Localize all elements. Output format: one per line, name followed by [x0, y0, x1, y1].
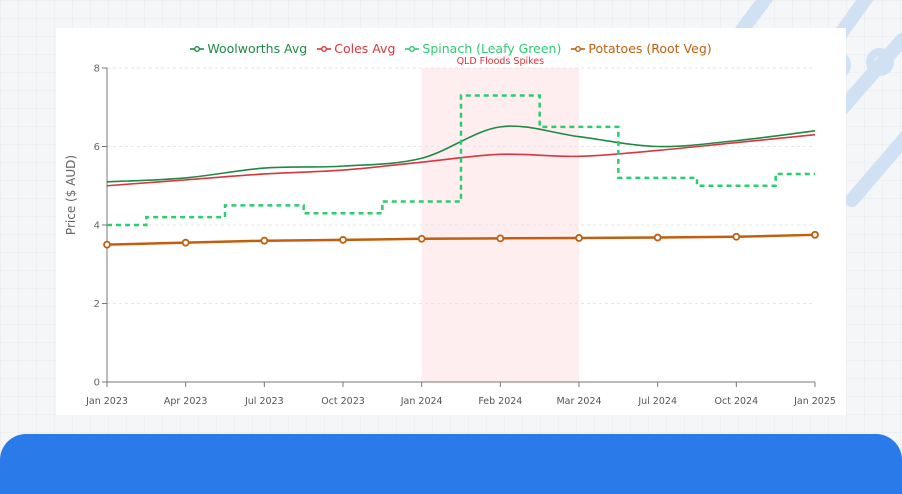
legend-item-woolworths-avg[interactable]: Woolworths Avg: [190, 40, 307, 58]
legend-item-potatoes-root-veg[interactable]: Potatoes (Root Veg): [571, 40, 712, 58]
x-tick-label: Jan 2023: [85, 396, 128, 407]
line-chart: QLD Floods Spikes 0 2 4 6 8 Price ($ AUD) Jan 2…: [64, 56, 836, 407]
series-spinach-leafy-green[interactable]: [107, 94, 815, 227]
y-axis-label: Price ($ AUD): [64, 155, 78, 235]
legend-marker-icon: [317, 46, 332, 52]
x-tick-label: Oct 2023: [321, 396, 365, 407]
x-tick-label: Feb 2024: [478, 396, 522, 407]
data-point-marker[interactable]: [811, 230, 819, 239]
data-point-marker[interactable]: [181, 238, 190, 247]
data-point-marker[interactable]: [732, 232, 741, 241]
x-tick-label: Mar 2024: [556, 396, 601, 407]
y-tick-label: 6: [94, 142, 100, 153]
x-tick-label: Jul 2024: [637, 396, 677, 407]
y-tick-label: 0: [94, 378, 100, 389]
data-point-marker[interactable]: [575, 234, 583, 242]
y-tick-label: 8: [94, 64, 100, 75]
series-coles-avg[interactable]: [106, 133, 816, 187]
data-point-marker[interactable]: [339, 236, 347, 244]
data-point-marker[interactable]: [417, 234, 426, 243]
legend-marker-icon: [405, 46, 420, 52]
data-point-marker[interactable]: [496, 234, 505, 243]
x-tick-label: Apr 2023: [164, 396, 208, 407]
data-point-marker[interactable]: [260, 236, 269, 245]
x-tick-label: Jan 2024: [400, 396, 443, 407]
x-tick-label: Jan 2025: [793, 396, 836, 407]
x-tick-label: Jul 2023: [244, 396, 284, 407]
data-point-marker[interactable]: [653, 233, 662, 242]
legend-item-coles-avg[interactable]: Coles Avg: [317, 40, 395, 58]
series-potatoes-root-veg[interactable]: [106, 233, 816, 246]
data-point-marker[interactable]: [103, 240, 111, 249]
legend-label: Spinach (Leafy Green): [422, 41, 562, 56]
legend-item-spinach-leafy-green[interactable]: Spinach (Leafy Green): [405, 40, 561, 58]
chart-legend: Woolworths Avg Coles Avg Spinach (Leafy Gr…: [0, 40, 902, 58]
legend-label: Woolworths Avg: [207, 41, 308, 56]
bottom-panel: [0, 434, 902, 494]
legend-label: Coles Avg: [334, 41, 396, 56]
legend-marker-icon: [571, 46, 586, 52]
y-tick-label: 4: [94, 221, 100, 232]
legend-label: Potatoes (Root Veg): [588, 41, 712, 56]
x-tick-label: Oct 2024: [715, 396, 759, 407]
annotation-label: QLD Floods Spikes: [457, 56, 545, 67]
legend-marker-icon: [190, 46, 205, 52]
y-tick-label: 2: [94, 299, 100, 310]
series-woolworths-avg[interactable]: [106, 125, 816, 183]
